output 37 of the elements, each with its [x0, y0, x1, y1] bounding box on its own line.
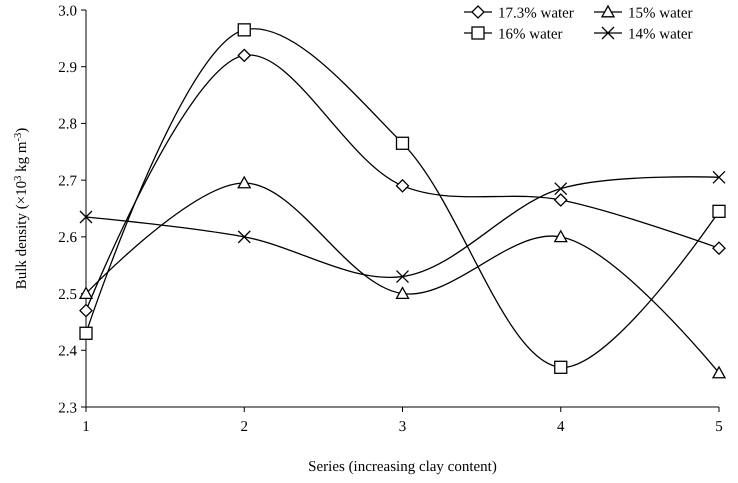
x-axis-title: Series (increasing clay content): [308, 459, 497, 475]
x-tick-label: 3: [398, 419, 406, 435]
x-tick-label: 1: [82, 419, 90, 435]
point: [238, 48, 251, 62]
legend-label: 14% water: [628, 26, 693, 42]
point: [238, 23, 251, 36]
point: [238, 230, 251, 244]
point: [712, 242, 726, 255]
y-tick-label: 2.8: [58, 116, 77, 133]
point: [554, 360, 568, 374]
point: [554, 182, 568, 196]
point: [238, 176, 251, 188]
x-tick-label: 5: [715, 419, 723, 435]
point: [396, 179, 410, 192]
y-tick-label: 2.9: [58, 60, 77, 76]
point: [79, 326, 93, 340]
point: [554, 230, 568, 242]
point: [79, 304, 93, 318]
point: [712, 366, 726, 378]
point: [712, 204, 726, 218]
legend-label: 16% water: [498, 26, 563, 42]
x-tick-label: 2: [240, 419, 248, 435]
y-tick-label: 2.5: [58, 286, 77, 303]
point: [712, 170, 726, 184]
y-tick-label: 2.7: [58, 173, 78, 190]
point: [554, 193, 568, 207]
y-tick-label: 2.3: [58, 400, 77, 416]
point: [396, 286, 410, 300]
y-tick-label: 3.0: [58, 3, 77, 20]
y-tick-label: 2.4: [58, 344, 78, 360]
legend-label: 15% water: [628, 5, 693, 22]
point: [396, 270, 410, 284]
point: [79, 210, 93, 224]
legend-label: 17.3% water: [498, 5, 574, 22]
point: [396, 136, 410, 150]
y-tick-label: 2.6: [58, 230, 78, 246]
x-tick-label: 4: [557, 419, 565, 435]
